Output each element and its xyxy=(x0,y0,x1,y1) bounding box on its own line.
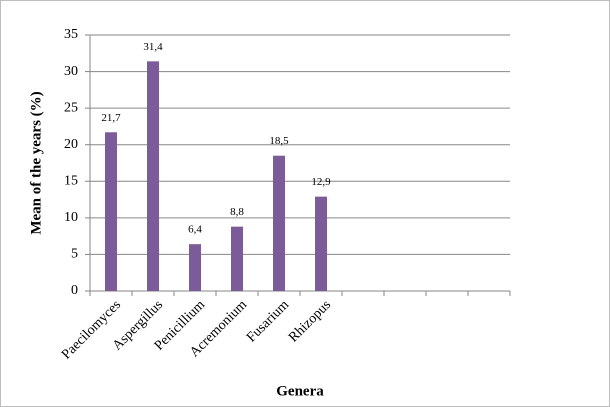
bar xyxy=(105,132,117,291)
y-tick-label: 0 xyxy=(71,283,78,298)
y-tick-label: 20 xyxy=(64,137,78,152)
y-axis-label: Mean of the years (%) xyxy=(28,91,44,234)
y-tick-label: 10 xyxy=(64,210,78,225)
y-tick-label: 15 xyxy=(64,174,78,189)
y-tick-label: 30 xyxy=(64,64,78,79)
bar xyxy=(231,226,243,291)
bar xyxy=(147,61,159,292)
y-tick-label: 25 xyxy=(64,100,78,115)
data-label: 18,5 xyxy=(269,135,289,147)
y-tick-label: 5 xyxy=(71,247,78,262)
x-axis-label: Genera xyxy=(276,383,324,399)
data-label: 21,7 xyxy=(101,112,121,124)
data-label: 31,4 xyxy=(143,41,163,53)
bar xyxy=(273,155,285,291)
bar xyxy=(315,196,327,291)
data-label: 12,9 xyxy=(311,176,331,188)
data-label: 8,8 xyxy=(230,206,244,218)
y-tick-label: 35 xyxy=(64,27,78,42)
bar xyxy=(189,244,201,291)
data-label: 6,4 xyxy=(188,224,202,236)
